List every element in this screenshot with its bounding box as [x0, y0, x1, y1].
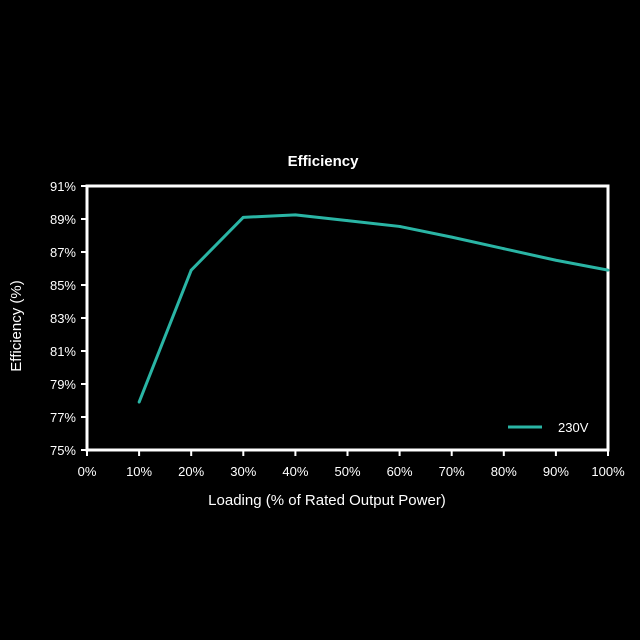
plot-area-frame: [85, 184, 610, 452]
y-tick-label: 75%: [50, 443, 76, 458]
y-axis-label: Efficiency (%): [8, 280, 25, 371]
y-tick-label: 87%: [50, 245, 76, 260]
y-tick-label: 83%: [50, 311, 76, 326]
x-tick-label: 40%: [282, 464, 308, 479]
data-point: [137, 400, 141, 404]
x-tick-label: 0%: [78, 464, 97, 479]
y-tick-label: 85%: [50, 278, 76, 293]
x-axis-ticks: 0% 10% 20% 30% 40% 50% 60% 70% 80% 90% 100%: [78, 450, 625, 479]
y-axis-ticks: 75% 77% 79% 81% 83% 85% 87% 89% 91%: [50, 179, 87, 458]
legend: 230V: [508, 420, 589, 435]
y-tick-label: 79%: [50, 377, 76, 392]
y-tick-label: 77%: [50, 410, 76, 425]
chart-title: Efficiency: [288, 153, 360, 170]
x-tick-label: 60%: [387, 464, 413, 479]
data-point: [346, 219, 349, 223]
y-tick-label: 91%: [50, 179, 76, 194]
x-tick-label: 50%: [334, 464, 360, 479]
data-point: [294, 213, 297, 217]
x-tick-label: 70%: [439, 464, 465, 479]
legend-label-230v: 230V: [558, 420, 589, 435]
data-point: [398, 225, 401, 228]
y-tick-label: 81%: [50, 344, 76, 359]
y-tick-label: 89%: [50, 212, 76, 227]
x-tick-label: 90%: [543, 464, 569, 479]
data-point: [189, 268, 193, 272]
data-point: [606, 268, 610, 272]
data-point: [502, 247, 506, 251]
series-layer: [137, 213, 610, 404]
x-tick-label: 30%: [230, 464, 256, 479]
data-point: [554, 258, 558, 262]
series-line-230v: [137, 213, 609, 403]
x-tick-label: 100%: [591, 464, 625, 479]
x-axis-label: Loading (% of Rated Output Power): [208, 492, 446, 509]
x-tick-label: 80%: [491, 464, 517, 479]
data-point: [241, 215, 245, 219]
data-point: [450, 235, 454, 239]
x-tick-label: 20%: [178, 464, 204, 479]
x-tick-label: 10%: [126, 464, 152, 479]
